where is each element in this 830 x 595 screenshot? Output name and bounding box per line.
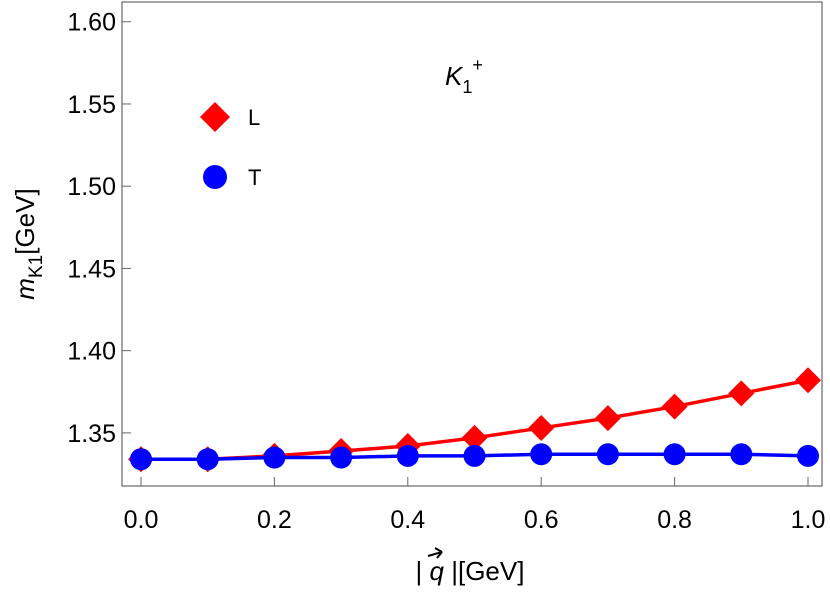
marker (794, 367, 821, 394)
marker (196, 448, 219, 471)
annotation: K1+ (445, 55, 483, 97)
x-tick-label: 0.4 (390, 506, 425, 534)
marker (263, 446, 286, 469)
legend-label: T (248, 165, 261, 190)
x-axis-label: | q |[GeV] (416, 556, 525, 586)
y-axis-label: mK1[GeV] (10, 188, 47, 299)
vector-arrow (427, 547, 443, 559)
marker (730, 443, 753, 466)
marker (728, 380, 755, 407)
marker (461, 424, 488, 451)
y-tick-label: 1.50 (67, 173, 116, 201)
x-tick-label: 0.6 (524, 506, 559, 534)
legend-marker (203, 165, 227, 189)
y-tick-label: 1.35 (67, 420, 116, 448)
marker (330, 446, 353, 469)
marker (396, 444, 419, 467)
y-tick-label: 1.40 (67, 338, 116, 366)
x-tick-label: 1.0 (791, 506, 826, 534)
marker (528, 414, 555, 441)
marker (463, 444, 486, 467)
marker (796, 444, 819, 467)
legend-label: L (248, 105, 260, 130)
marker (661, 393, 688, 420)
y-tick-label: 1.60 (67, 9, 116, 37)
marker (594, 405, 621, 432)
plot-frame (121, 1, 823, 487)
x-tick-label: 0.0 (124, 506, 159, 534)
marker (596, 443, 619, 466)
y-tick-label: 1.45 (67, 255, 116, 283)
marker (663, 443, 686, 466)
y-tick-label: 1.55 (67, 91, 116, 119)
marker (530, 443, 553, 466)
x-tick-label: 0.8 (657, 506, 692, 534)
x-tick-label: 0.2 (257, 506, 292, 534)
legend-marker (200, 102, 230, 132)
marker (130, 448, 153, 471)
